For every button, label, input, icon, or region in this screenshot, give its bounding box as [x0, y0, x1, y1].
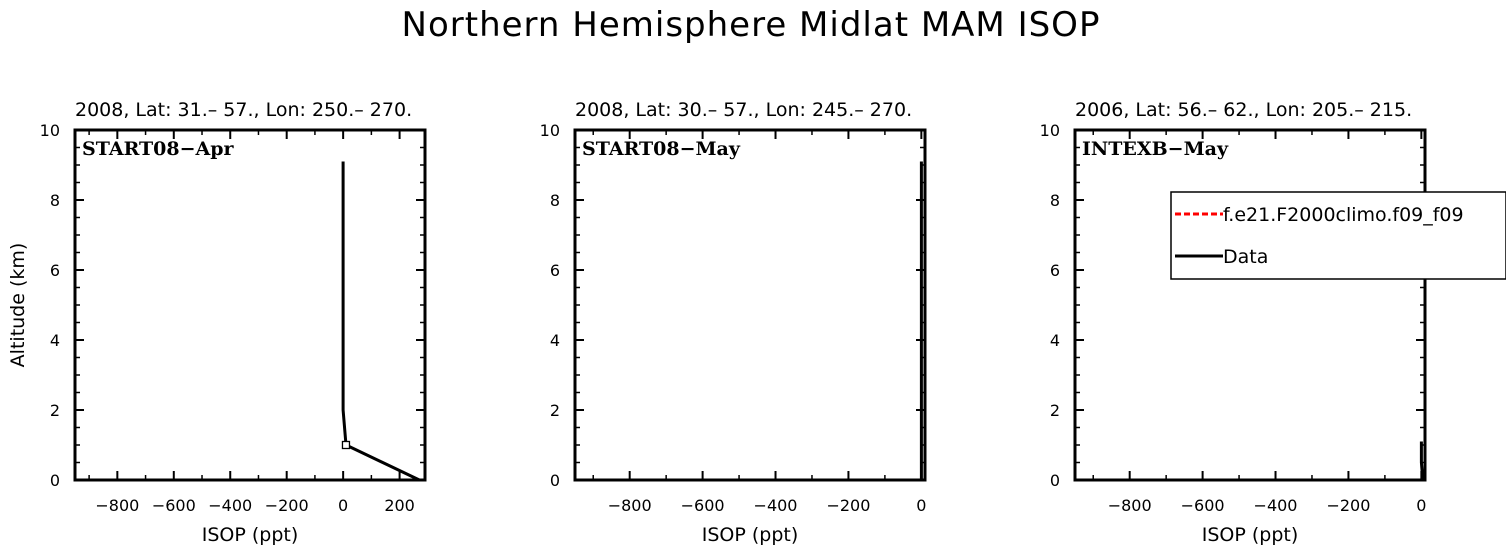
y-tick-label: 10 — [40, 121, 60, 140]
y-tick-label: 8 — [50, 191, 60, 210]
plot-frame — [573, 128, 927, 482]
legend: f.e21.F2000climo.f09_f09 Data — [1170, 191, 1506, 280]
x-axis-label: ISOP (ppt) — [702, 524, 799, 546]
x-tick-label: −600 — [1181, 496, 1225, 515]
x-tick-label: −800 — [608, 496, 652, 515]
x-tick-label: −200 — [826, 496, 870, 515]
plot-frame — [1073, 128, 1427, 482]
y-tick-label: 8 — [1050, 191, 1060, 210]
y-tick-label: 4 — [1050, 331, 1060, 350]
legend-label: Data — [1223, 246, 1268, 268]
panel-2: 0 2 4 6 8 10 −800 −600 −400 −200 0 ISOP (ppt) 2008, … — [540, 99, 927, 546]
panel-label: START08−Apr — [82, 138, 235, 160]
panel-label: INTEXB−May — [1082, 138, 1229, 160]
x-tick-label: −800 — [95, 496, 139, 515]
x-axis-label: ISOP (ppt) — [1202, 524, 1299, 546]
y-tick-label: 2 — [1050, 401, 1060, 420]
x-tick-label: −800 — [1108, 496, 1152, 515]
panel-1: 0 2 4 6 8 10 −800 −600 −400 −200 0 200 ISOP (ppt) Alt… — [7, 99, 427, 546]
data-line — [1419, 441, 1425, 481]
y-tick-label: 0 — [50, 471, 60, 490]
x-tick-label: 0 — [1416, 496, 1426, 515]
y-tick-label: 2 — [50, 401, 60, 420]
x-tick-label: 0 — [916, 496, 926, 515]
y-tick-label: 2 — [550, 401, 560, 420]
x-axis-label: ISOP (ppt) — [202, 524, 299, 546]
panel-header: 2008, Lat: 30.– 57., Lon: 245.– 270. — [575, 99, 912, 121]
x-tick-label: −400 — [208, 496, 252, 515]
panel-header: 2008, Lat: 31.– 57., Lon: 250.– 270. — [75, 99, 412, 121]
y-tick-label: 6 — [550, 261, 560, 280]
y-tick-label: 8 — [550, 191, 560, 210]
x-tick-label: −200 — [1326, 496, 1370, 515]
data-line — [341, 161, 421, 482]
x-tick-label: −600 — [681, 496, 725, 515]
plot-frame — [73, 128, 427, 482]
data-marker — [341, 440, 351, 450]
y-tick-label: 0 — [550, 471, 560, 490]
x-tick-label: −600 — [152, 496, 196, 515]
x-tick-label: −400 — [1254, 496, 1298, 515]
y-axis-label: Altitude (km) — [7, 243, 29, 368]
y-tick-label: 4 — [50, 331, 60, 350]
y-tick-label: 6 — [50, 261, 60, 280]
y-tick-label: 10 — [1040, 121, 1060, 140]
panel-label: START08−May — [582, 138, 741, 160]
y-tick-label: 10 — [540, 121, 560, 140]
x-tick-label: 200 — [384, 496, 415, 515]
y-tick-label: 4 — [550, 331, 560, 350]
panel-header: 2006, Lat: 56.– 62., Lon: 205.– 215. — [1075, 99, 1412, 121]
figure-title: Northern Hemisphere Midlat MAM ISOP — [402, 5, 1101, 45]
panel-3: 0 2 4 6 8 10 −800 −600 −400 −200 0 ISOP (ppt) 2006, … — [1040, 99, 1506, 546]
legend-box — [1170, 191, 1506, 280]
x-tick-label: −400 — [754, 496, 798, 515]
y-tick-label: 6 — [1050, 261, 1060, 280]
legend-label: f.e21.F2000climo.f09_f09 — [1223, 204, 1464, 226]
x-tick-label: 0 — [338, 496, 348, 515]
x-tick-label: −200 — [265, 496, 309, 515]
y-tick-label: 0 — [1050, 471, 1060, 490]
